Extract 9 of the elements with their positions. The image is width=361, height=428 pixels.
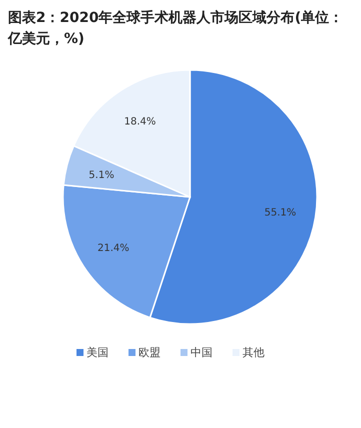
- legend-label: 欧盟: [138, 346, 160, 359]
- legend-label: 美国: [86, 346, 108, 359]
- legend-label: 其他: [242, 346, 264, 359]
- legend-label: 中国: [190, 346, 212, 359]
- data-label: 21.4%: [98, 242, 130, 254]
- data-label: 5.1%: [88, 170, 114, 181]
- chart-title: 图表2：2020年全球手术机器人市场区域分布(单位：亿美元，%): [7, 9, 344, 47]
- data-label: 18.4%: [124, 116, 156, 128]
- data-label: 55.1%: [264, 208, 296, 219]
